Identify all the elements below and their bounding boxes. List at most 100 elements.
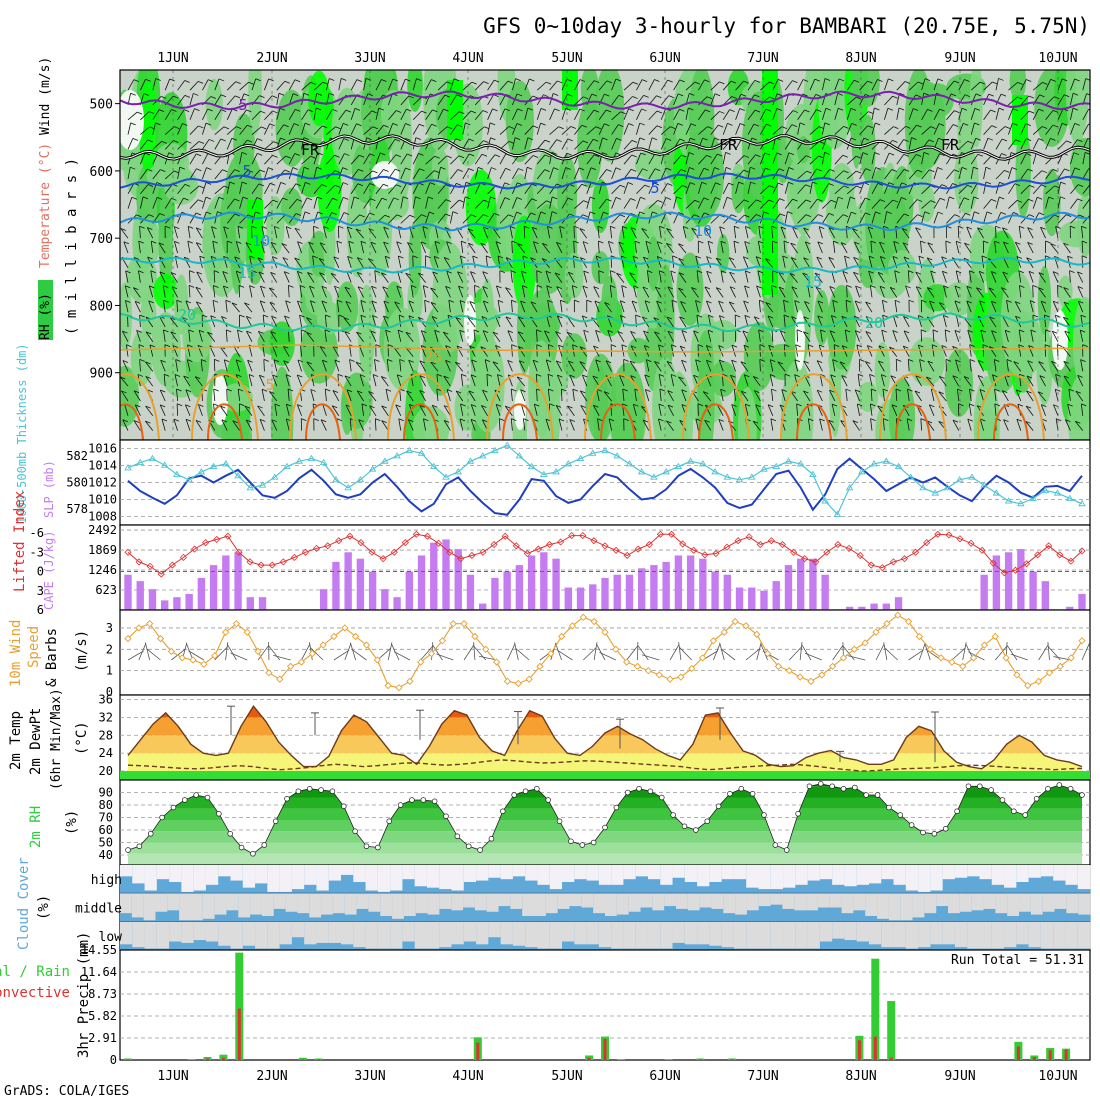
- wind-barb: [743, 344, 750, 348]
- wind-barb: [932, 329, 935, 342]
- wind-barb: [660, 108, 667, 120]
- wind-barb: [301, 418, 307, 421]
- wind-barb: [187, 241, 191, 254]
- wind-barb: [145, 420, 154, 431]
- wind-barb: [978, 360, 984, 363]
- wind-barb: [630, 168, 637, 172]
- wind-barb: [542, 243, 548, 246]
- wind-barb: [482, 389, 488, 393]
- wind-barb: [911, 137, 917, 140]
- wind-barb: [760, 152, 766, 165]
- wind-barb: [185, 418, 192, 422]
- wind-barb: [1032, 197, 1038, 209]
- wind-barb: [400, 214, 410, 224]
- thickness-marker: [833, 510, 842, 517]
- wind-barb: [808, 344, 814, 348]
- wind-barb: [551, 152, 557, 155]
- wind-barb: [1019, 225, 1025, 229]
- wind-barb: [611, 197, 617, 209]
- wind-barb: [374, 359, 380, 362]
- wind-barb: [743, 256, 749, 260]
- wind-barb: [939, 302, 945, 305]
- wind-barb: [816, 168, 822, 172]
- cape-bar: [1078, 593, 1086, 610]
- wind-barb: [446, 241, 451, 254]
- wind-barb: [304, 211, 311, 215]
- wind-barb: [853, 271, 859, 275]
- wind-barb: [648, 79, 655, 91]
- wind-barb: [174, 241, 180, 244]
- wind-barb: [198, 329, 205, 333]
- wind-barb: [371, 300, 377, 313]
- wind-barb: [884, 78, 889, 91]
- wind-barb: [338, 78, 342, 91]
- wind-barb: [820, 329, 826, 333]
- wind-barb: [140, 126, 150, 135]
- wind-barb: [287, 388, 294, 392]
- wind-barb: [969, 388, 975, 392]
- wind-barb: [744, 241, 749, 254]
- wind-speed-marker: [1056, 662, 1064, 671]
- wind-barb: [143, 93, 149, 96]
- wind-barb: [622, 403, 628, 407]
- lifted-index-marker: [734, 537, 742, 545]
- wind-barb: [1001, 138, 1008, 142]
- wind-barb: [1020, 168, 1029, 180]
- wind-barb: [202, 123, 207, 135]
- wind-barb: [171, 197, 177, 201]
- wind-barb: [184, 80, 190, 83]
- surface-wind-barb: [789, 646, 802, 661]
- wind-barb: [443, 405, 451, 416]
- wind-barb: [1054, 255, 1060, 259]
- surface-wind-barb: [171, 648, 186, 661]
- wind-barb: [1037, 196, 1043, 200]
- wind-barb: [321, 286, 327, 298]
- wind-barb: [1032, 82, 1043, 91]
- wind-barb: [437, 155, 447, 165]
- wind-barb: [1040, 226, 1046, 230]
- wind-barb: [532, 359, 539, 363]
- wind-speed-marker: [785, 667, 793, 675]
- thickness-tick: 578: [66, 502, 88, 516]
- wind-barb: [531, 198, 537, 202]
- wind-barb: [556, 242, 563, 254]
- surface-wind-barb: [473, 646, 487, 661]
- wind-barb: [280, 137, 286, 141]
- day-label-top: 8JUN: [845, 51, 876, 66]
- wind-barb: [653, 182, 660, 186]
- wind-barb: [654, 79, 660, 82]
- wind-barb: [487, 213, 495, 224]
- cloud-clear: [341, 865, 354, 875]
- wind-barb: [350, 214, 360, 224]
- surface-wind-barb: [555, 642, 563, 661]
- wind-barb: [817, 214, 824, 217]
- wind-barb: [470, 271, 476, 283]
- rh-blob: [1072, 296, 1090, 392]
- wind-barb: [802, 272, 811, 283]
- wind-barb: [237, 329, 240, 342]
- rh-blob: [407, 276, 423, 324]
- wind-barb: [558, 126, 564, 130]
- wind-barb: [504, 197, 510, 200]
- wind-barb: [738, 181, 744, 185]
- wind-barb: [908, 169, 918, 180]
- wind-barb: [750, 166, 756, 170]
- wind-barb: [198, 185, 205, 189]
- wind-barb: [268, 287, 278, 298]
- wind-barb: [718, 300, 724, 313]
- wind-barb: [1016, 256, 1022, 259]
- wind-barb: [152, 153, 159, 165]
- wind-barb: [1025, 138, 1032, 141]
- wind-barb: [471, 404, 477, 407]
- wind-barb: [288, 183, 297, 195]
- wind-barb: [799, 122, 806, 126]
- wind-barb: [504, 108, 511, 112]
- wind-barb: [375, 344, 381, 347]
- wind-barb: [313, 93, 318, 106]
- wind-barb: [223, 359, 228, 372]
- wind-barb: [409, 214, 415, 218]
- wind-barb: [846, 285, 848, 298]
- wind-barb: [276, 80, 286, 91]
- rh-blob: [269, 321, 295, 367]
